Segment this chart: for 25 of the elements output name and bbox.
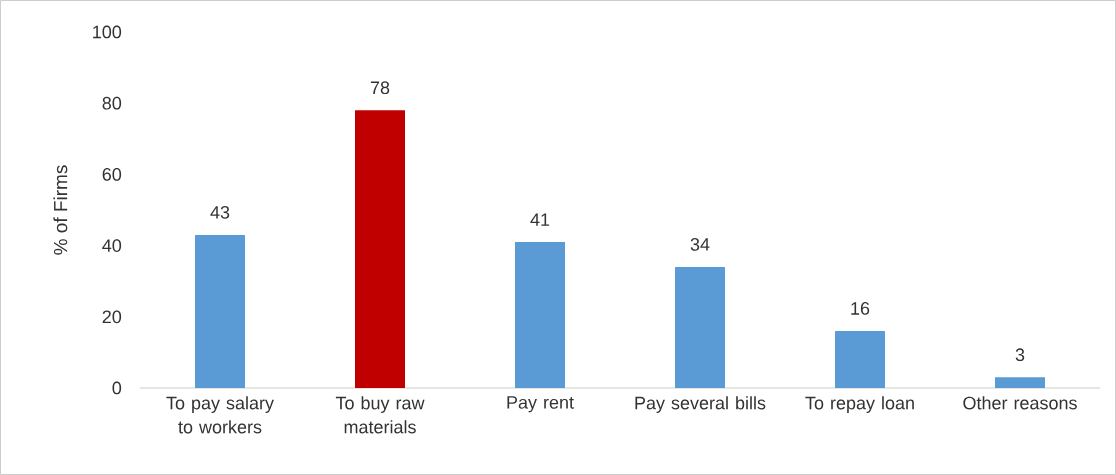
bar [195, 234, 245, 388]
x-tick-label: To pay salary to workers [166, 396, 274, 434]
y-tick-label: 80 [102, 96, 122, 110]
y-tick-label: 60 [102, 168, 122, 181]
x-tick-label: Pay several bills [635, 396, 766, 413]
bar [675, 266, 725, 388]
y-tick-label: 40 [102, 239, 122, 252]
x-tick-label: Other reasons [963, 396, 1077, 410]
bar [515, 242, 565, 388]
x-tick-label: Pay rent [507, 396, 574, 413]
y-tick-label: 20 [102, 310, 122, 324]
data-label: 78 [370, 81, 390, 95]
data-label: 43 [210, 205, 230, 219]
y-tick-label: 0 [112, 381, 122, 395]
y-axis-title: % of Firms [53, 165, 68, 255]
data-label: 41 [530, 213, 550, 226]
data-label: 3 [1015, 348, 1025, 362]
bar [835, 331, 885, 388]
x-tick-label: To repay loan [805, 396, 914, 413]
y-tick-label: 100 [93, 25, 122, 39]
data-label: 16 [851, 302, 870, 315]
data-label: 34 [690, 238, 710, 251]
bar [355, 110, 405, 388]
bar [995, 377, 1045, 388]
x-tick-label: To buy raw materials [335, 396, 425, 434]
